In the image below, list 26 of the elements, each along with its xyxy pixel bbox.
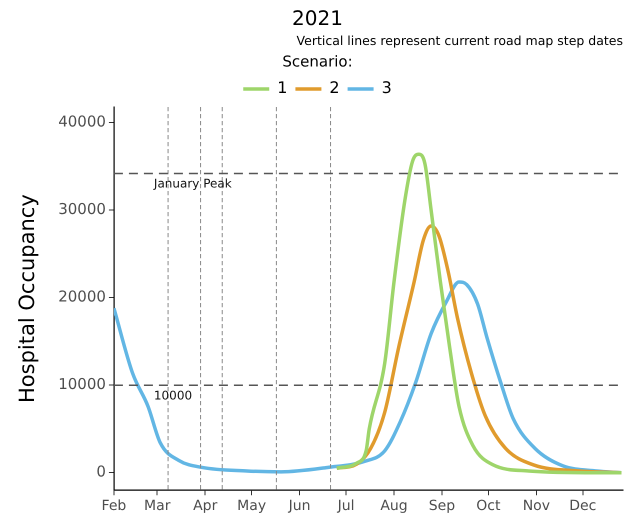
x-tick-label: Dec <box>569 498 596 514</box>
x-tick-label: Mar <box>144 498 171 514</box>
line-series <box>334 152 623 474</box>
legend-label: 2 <box>329 78 340 98</box>
y-axis-title: Hospital Occupancy <box>15 194 40 403</box>
x-tick-label: Jul <box>336 498 354 514</box>
chart-title: 2021 <box>292 6 343 30</box>
y-tick-label: 0 <box>96 462 106 481</box>
y-tick-label: 30000 <box>58 200 106 218</box>
ref-line-label: 10000 <box>154 388 192 402</box>
x-tick-label: May <box>237 498 266 514</box>
y-tick-label: 40000 <box>58 112 106 131</box>
legend-title: Scenario: <box>282 52 353 70</box>
legend-label: 3 <box>382 78 392 98</box>
y-tick-label: 10000 <box>58 375 106 394</box>
x-tick-label: Aug <box>380 498 408 514</box>
y-tick-label: 20000 <box>58 288 106 306</box>
legend-label: 1 <box>277 78 288 98</box>
x-tick-label: Feb <box>102 498 126 514</box>
chart-subtitle: Vertical lines represent current road map step dates <box>296 32 623 48</box>
x-tick-label: Jun <box>288 498 311 514</box>
x-tick-label: Apr <box>193 498 218 514</box>
x-tick-label: Nov <box>522 498 550 514</box>
x-tick-label: Oct <box>476 498 501 514</box>
x-tick-label: Sep <box>428 498 456 514</box>
ref-line-label: January Peak <box>152 176 232 191</box>
